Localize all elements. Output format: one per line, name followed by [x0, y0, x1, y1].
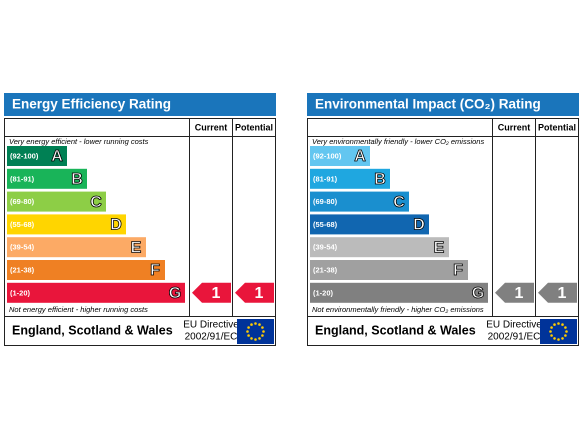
rating-band [7, 237, 146, 258]
directive-line-1: EU Directive [486, 320, 542, 331]
rating-band [7, 146, 67, 166]
rating-band [310, 168, 390, 189]
potential-arrow [235, 282, 274, 303]
rating-band [7, 260, 165, 280]
table-border [307, 118, 579, 346]
band-letter: G [169, 285, 181, 302]
rating-band [310, 282, 488, 303]
eu-star [247, 326, 250, 329]
eu-star [258, 337, 261, 340]
bottom-note: Not environmentally friendly - higher CO… [312, 305, 484, 314]
band-letter: C [90, 194, 102, 211]
band-letter: B [71, 171, 83, 188]
top-note: Very energy efficient - lower running co… [9, 137, 149, 146]
band-range: (55-68) [10, 220, 35, 229]
bottom-note: Not energy efficient - higher running co… [9, 305, 148, 314]
band-range: (55-68) [313, 220, 338, 229]
eu-star [557, 338, 560, 341]
rating-band [310, 146, 370, 166]
band-range: (21-38) [313, 265, 338, 274]
current-arrow [192, 282, 231, 303]
band-range: (92-100) [10, 151, 39, 160]
rating-band [7, 168, 87, 189]
potential-arrow [538, 282, 577, 303]
band-letter: B [374, 171, 386, 188]
rating-band [310, 191, 409, 212]
band-letter: C [393, 194, 405, 211]
current-rating: 1 [515, 285, 524, 302]
band-range: (1-20) [10, 288, 31, 297]
rating-band [310, 237, 449, 258]
eu-star [561, 323, 564, 326]
eu-star [564, 326, 567, 329]
band-letter: G [472, 285, 484, 302]
eu-star [250, 323, 253, 326]
eu-star [553, 337, 556, 340]
eu-star [262, 330, 265, 333]
eu-star [261, 326, 264, 329]
current-rating: 1 [212, 285, 221, 302]
header-current: Current [195, 122, 228, 132]
current-arrow [495, 282, 534, 303]
rating-band [310, 260, 468, 280]
eu-star [564, 334, 567, 337]
eu-star [565, 330, 568, 333]
rating-band [7, 214, 126, 235]
eu-star [553, 323, 556, 326]
eu-star [561, 337, 564, 340]
rating-band [310, 214, 429, 235]
band-letter: A [354, 148, 366, 165]
band-letter: F [150, 262, 160, 279]
directive-line-1: EU Directive [183, 320, 239, 331]
eu-star [557, 322, 560, 325]
eu-star [254, 322, 257, 325]
band-range: (1-20) [313, 288, 334, 297]
eu-star [246, 330, 249, 333]
band-range: (92-100) [313, 151, 342, 160]
panel-title: Environmental Impact (CO₂) Rating [315, 97, 541, 112]
eu-star [258, 323, 261, 326]
header-potential: Potential [235, 122, 273, 132]
band-range: (69-80) [10, 197, 35, 206]
header-potential: Potential [538, 122, 576, 132]
band-letter: A [51, 148, 63, 165]
eu-star [261, 334, 264, 337]
rating-band [7, 282, 185, 303]
band-range: (81-91) [10, 174, 35, 183]
band-letter: F [453, 262, 463, 279]
eu-star [250, 337, 253, 340]
eu-star [549, 330, 552, 333]
directive-line-2: 2002/91/EC [488, 332, 541, 343]
directive-line-2: 2002/91/EC [185, 332, 238, 343]
eu-star [254, 338, 257, 341]
title-bar [4, 93, 276, 116]
potential-rating: 1 [255, 285, 264, 302]
eu-star [247, 334, 250, 337]
band-range: (39-54) [10, 243, 35, 252]
band-range: (81-91) [313, 174, 338, 183]
footer-region: England, Scotland & Wales [315, 323, 476, 337]
band-range: (21-38) [10, 265, 35, 274]
top-note: Very environmentally friendly - lower CO… [312, 137, 484, 146]
band-letter: E [434, 239, 445, 256]
header-current: Current [498, 122, 531, 132]
band-range: (69-80) [313, 197, 338, 206]
title-bar [307, 93, 579, 116]
eu-star [550, 326, 553, 329]
band-letter: D [110, 217, 122, 234]
rating-band [7, 191, 106, 212]
potential-rating: 1 [558, 285, 567, 302]
panel-title: Energy Efficiency Rating [12, 97, 171, 112]
footer-region: England, Scotland & Wales [12, 323, 173, 337]
band-letter: E [131, 239, 142, 256]
band-range: (39-54) [313, 243, 338, 252]
table-border [4, 118, 276, 346]
band-letter: D [413, 217, 425, 234]
eu-star [550, 334, 553, 337]
